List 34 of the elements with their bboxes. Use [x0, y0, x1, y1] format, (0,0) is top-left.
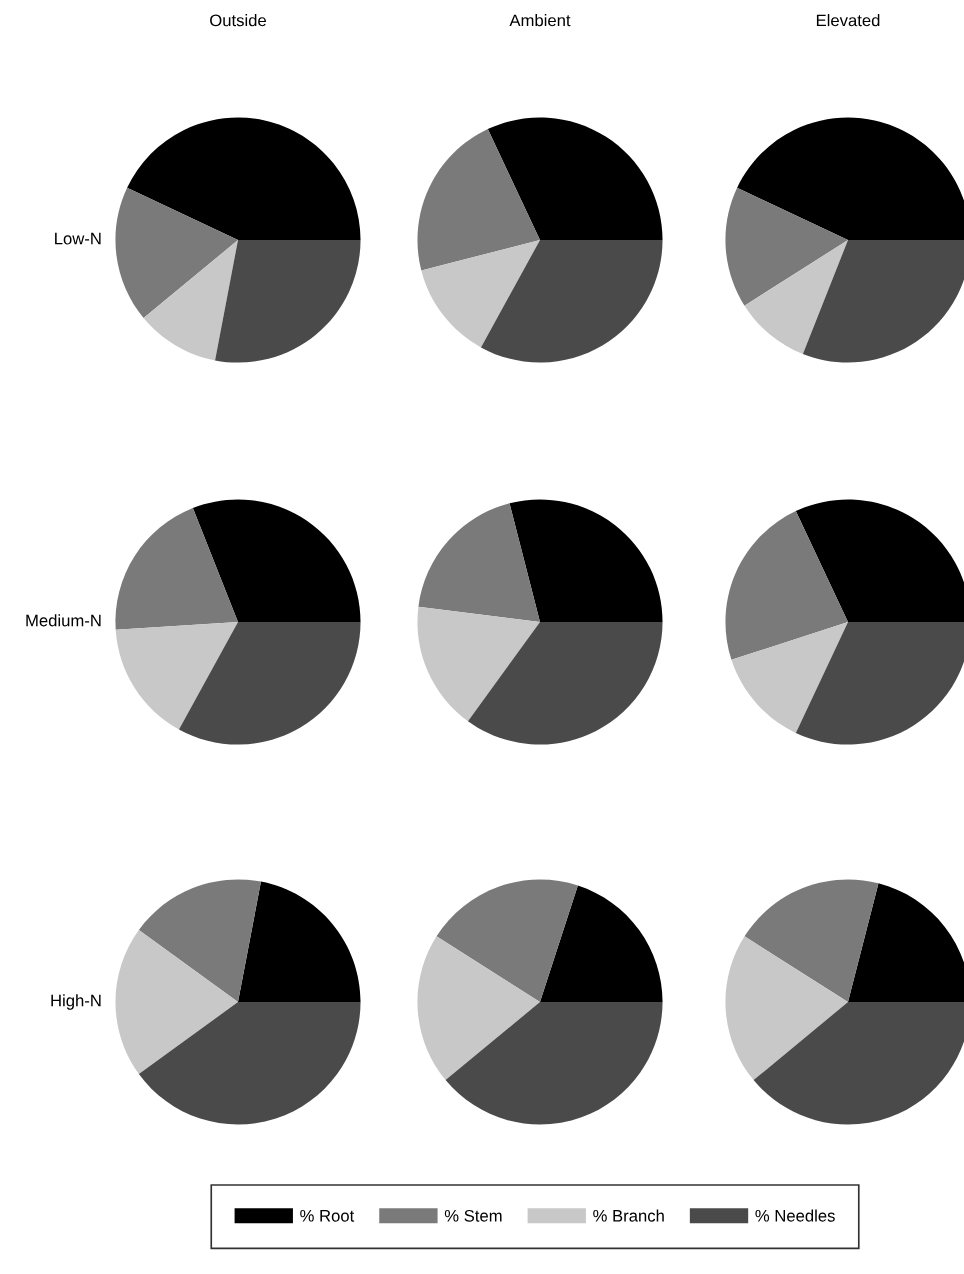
pie-slice — [480, 240, 663, 363]
pie-slice — [417, 129, 540, 271]
pie-slice — [540, 885, 663, 1002]
pie-slice — [418, 503, 540, 622]
text: Medium-N — [26, 614, 101, 627]
pie-slice — [138, 1002, 361, 1125]
pie-slice — [178, 622, 361, 745]
pie-slice — [127, 117, 361, 240]
pie-slice — [421, 240, 540, 348]
pie-slice — [509, 499, 663, 622]
legend-label: % Branch — [593, 1209, 664, 1222]
chart-title: Outside — [210, 14, 266, 27]
chart-title: Ambient — [509, 14, 571, 27]
pie-slice — [115, 187, 238, 319]
pie-slice — [215, 240, 361, 363]
pie-slice — [138, 879, 261, 1002]
pie-slice — [417, 936, 540, 1081]
pie-slice — [192, 499, 361, 622]
pie-slice — [467, 622, 663, 745]
text: High-N — [51, 994, 101, 1010]
pie-slice — [238, 881, 361, 1002]
legend-label: % Stem — [444, 1209, 502, 1222]
pie-slice — [115, 622, 238, 730]
pie-slice — [417, 606, 540, 722]
pie-slice — [487, 117, 663, 240]
legend-label: % Needles — [755, 1209, 835, 1222]
pie-slice — [436, 879, 578, 1002]
pie-slice — [115, 508, 238, 630]
pie-slice — [115, 929, 238, 1075]
legend-label: % Root — [300, 1209, 355, 1222]
chart-title: Elevated — [816, 14, 880, 27]
pie-slice — [445, 1002, 663, 1125]
text: Low-N — [55, 232, 101, 245]
pie-slice — [143, 240, 238, 361]
